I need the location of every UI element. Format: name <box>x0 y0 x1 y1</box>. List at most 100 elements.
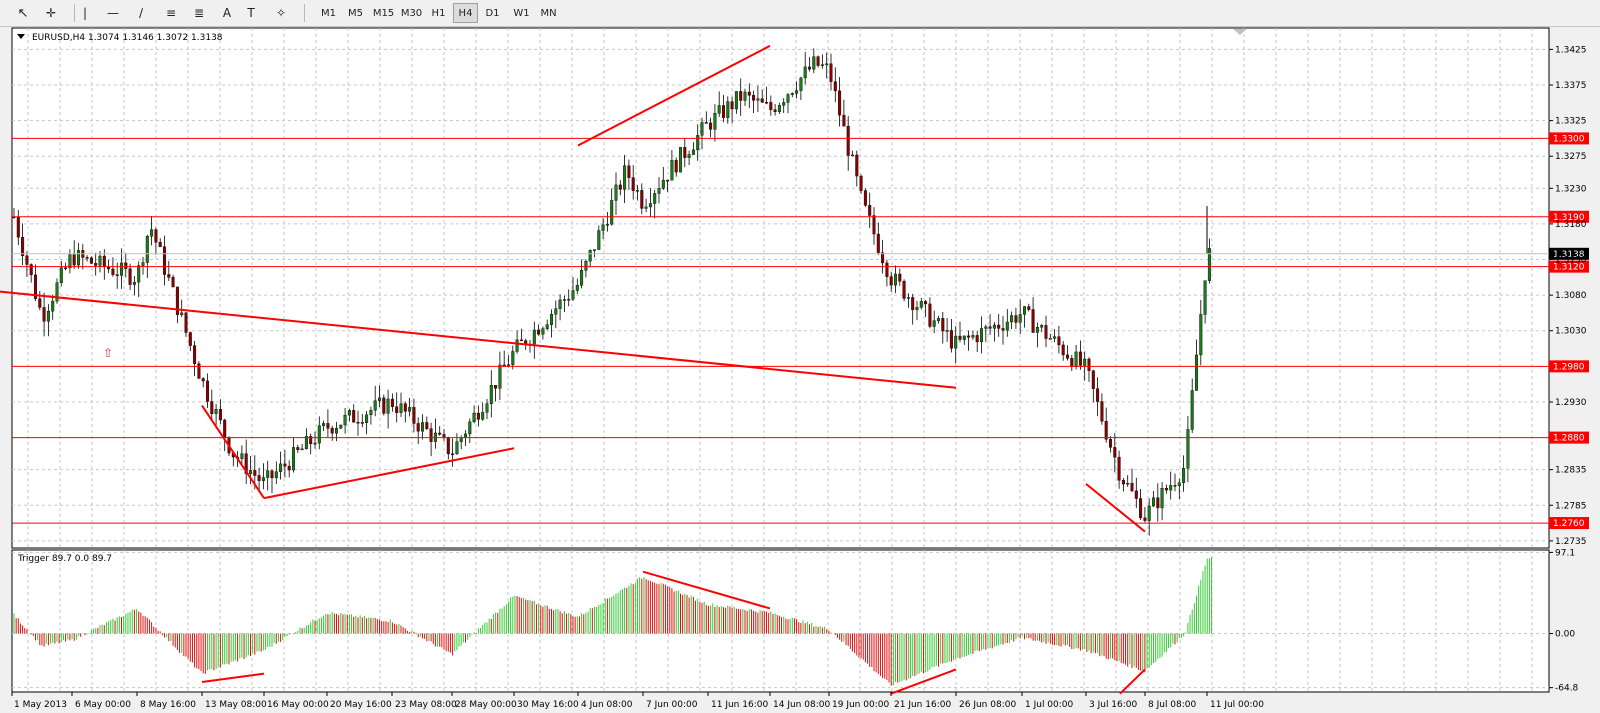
indicator-panel[interactable] <box>11 549 1550 693</box>
candle-body <box>498 364 502 389</box>
candle-body <box>253 470 257 476</box>
candle-body <box>416 423 420 432</box>
price-trendline[interactable] <box>201 404 265 499</box>
time-axis: 1 May 2013 6 May 00:00 8 May 16:00 13 May 0… <box>11 692 1264 710</box>
y-tick-label: 1.3130 <box>1555 256 1587 266</box>
candle-body <box>111 268 115 275</box>
candle-body <box>1113 447 1117 458</box>
indicator-trendline[interactable] <box>642 570 771 610</box>
candle-body <box>283 463 287 467</box>
timeframe-button-d1[interactable]: D1 <box>485 7 500 19</box>
candle-body <box>825 63 829 66</box>
fibonacci-tool-button[interactable]: ≣ <box>193 6 205 20</box>
timeframe-button-m30[interactable]: M30 <box>400 7 423 19</box>
candle-body <box>399 403 403 413</box>
candle-body <box>1169 485 1173 491</box>
candle-body <box>94 263 98 266</box>
candle-body <box>360 422 364 424</box>
level-price-label: 1.3190 <box>1553 213 1585 223</box>
timeframe-button-m5[interactable]: M5 <box>348 7 363 19</box>
chart-menu-triangle-icon[interactable] <box>17 34 25 39</box>
candle-body <box>610 200 614 225</box>
y-tick-label: 1.3180 <box>1555 220 1587 230</box>
timeframe-button-h4[interactable]: H4 <box>453 3 478 23</box>
candle-body <box>747 91 751 96</box>
indicator-trendline[interactable] <box>890 668 957 695</box>
candle-body <box>1078 351 1082 366</box>
candle-body <box>1194 354 1198 391</box>
candle-body <box>980 328 984 343</box>
indicator-label: Trigger 89.7 0.0 89.7 <box>17 554 112 564</box>
candle-body <box>347 410 351 416</box>
timeframe-button-mn[interactable]: MN <box>540 7 557 19</box>
candle-body <box>1177 482 1181 486</box>
equidistant-channel-tool-button[interactable]: ≡ <box>165 6 177 20</box>
crosshair-tool-button[interactable]: ✛ <box>45 6 57 20</box>
candle-body <box>790 93 794 95</box>
candle-body <box>984 326 988 329</box>
price-trendline[interactable] <box>0 290 957 389</box>
candle-body <box>730 101 734 110</box>
candle-body <box>971 335 975 338</box>
candle-body <box>1160 487 1164 509</box>
candle-body <box>171 277 175 288</box>
horizontal-line-tool-button[interactable]: — <box>107 6 119 20</box>
candle-body <box>150 229 154 237</box>
x-tick-label: 8 Jul 08:00 <box>1148 700 1197 709</box>
candle-body <box>1083 358 1087 366</box>
candle-body <box>786 94 790 103</box>
toolbar-separator <box>74 4 75 22</box>
text-tool-button[interactable]: A <box>222 6 232 20</box>
cursor-arrow-tool-button[interactable]: ↖ <box>17 5 29 21</box>
candle-body <box>700 122 704 136</box>
timeframe-button-m15[interactable]: M15 <box>372 7 395 19</box>
x-tick-label: 11 Jul 00:00 <box>1210 700 1264 709</box>
y-tick-label: 1.2835 <box>1555 466 1587 476</box>
candle-body <box>287 465 291 471</box>
candle-body <box>386 398 390 414</box>
candle-body <box>472 412 476 423</box>
chart-canvas[interactable]: 1.3300 1.3190 1.3120 1.2980 1.2880 1.2760 1.31… <box>0 26 1600 710</box>
candle-body <box>674 160 678 173</box>
candle-body <box>76 250 80 266</box>
arrows-tool-button[interactable]: ✧ <box>275 6 287 20</box>
trendline-tool-button[interactable]: ∕ <box>138 6 144 20</box>
candle-body <box>919 301 923 308</box>
candle-body <box>1001 328 1005 331</box>
chart-shift-marker-icon[interactable] <box>1233 29 1247 35</box>
candle-body <box>390 398 394 407</box>
candle-body <box>421 422 425 432</box>
candle-body <box>446 437 450 455</box>
price-trendline[interactable] <box>1085 483 1146 533</box>
candle-body <box>743 91 747 101</box>
candle-body <box>1070 358 1074 367</box>
timeframe-button-m1[interactable]: M1 <box>321 7 336 19</box>
indicator-trendline[interactable] <box>201 672 265 683</box>
trigger-histogram <box>13 557 1213 686</box>
candle-body <box>863 190 867 206</box>
chart-symbol-info: EURUSD,H4 1.3074 1.3146 1.3072 1.3138 <box>32 33 223 43</box>
candle-body <box>838 90 842 116</box>
timeframe-button-w1[interactable]: W1 <box>513 7 530 19</box>
candle-body <box>782 102 786 106</box>
candle-body <box>339 424 343 429</box>
y-tick-label: 1.2930 <box>1555 398 1587 408</box>
price-trendline[interactable] <box>577 44 771 147</box>
price-trendline[interactable] <box>263 447 515 500</box>
main-chart-panel[interactable] <box>11 27 1550 549</box>
candle-body <box>21 236 25 257</box>
candle-body <box>584 260 588 271</box>
text-label-tool-button[interactable]: T <box>247 6 255 20</box>
main-grid <box>12 28 1549 548</box>
candle-body <box>885 262 889 277</box>
candle-body <box>369 410 373 416</box>
vertical-line-tool-button[interactable]: | <box>82 6 88 20</box>
candle-body <box>378 397 382 401</box>
indicator-trendline[interactable] <box>1119 668 1146 695</box>
x-tick-label: 1 May 2013 <box>14 700 67 709</box>
candle-body <box>1151 497 1155 507</box>
timeframe-button-h1[interactable]: H1 <box>431 7 446 19</box>
candle-body <box>395 406 399 413</box>
candle-body <box>343 414 347 426</box>
y-tick-label: 1.3325 <box>1555 117 1587 127</box>
